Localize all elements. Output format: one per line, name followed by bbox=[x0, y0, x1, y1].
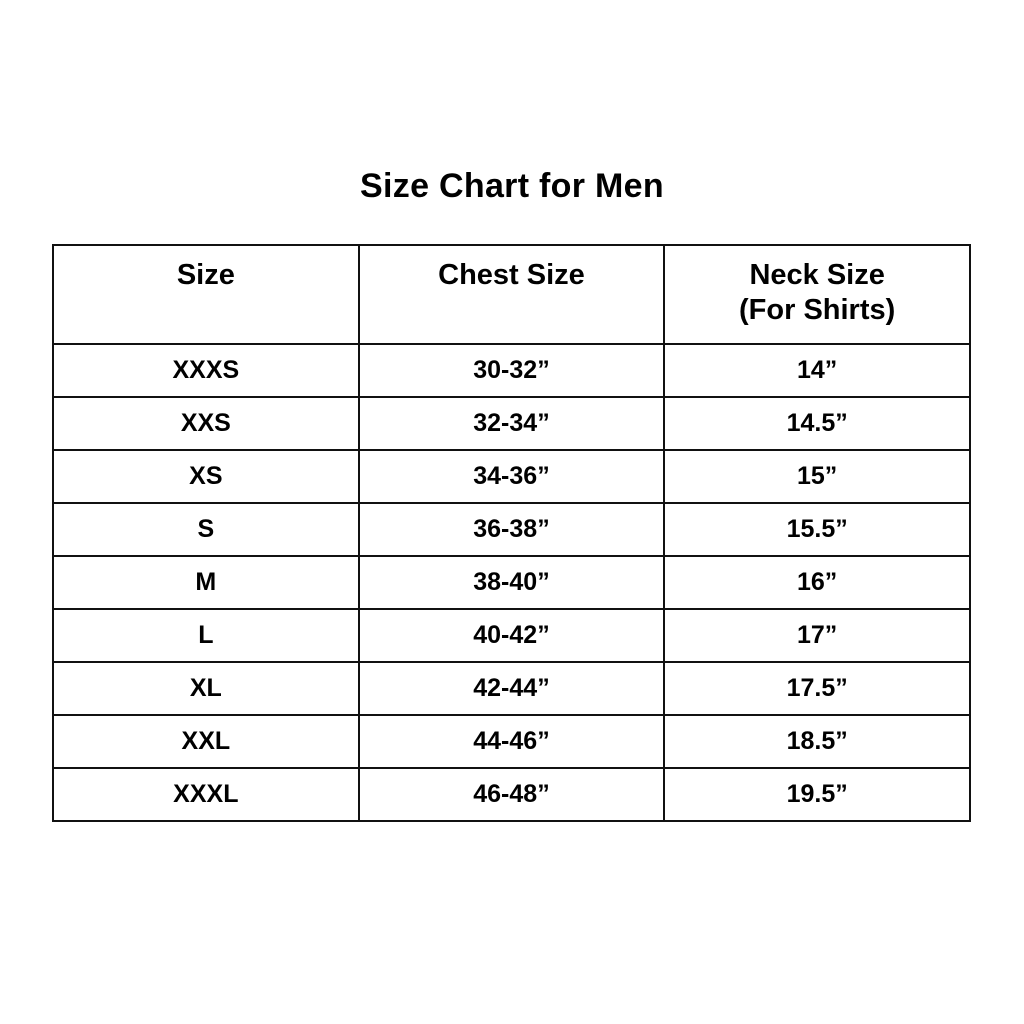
cell-size: XS bbox=[52, 449, 360, 504]
cell-size: S bbox=[52, 502, 360, 557]
col-header-size: Size bbox=[52, 244, 360, 345]
cell-neck-size: 14.5” bbox=[663, 396, 971, 451]
col-header-neck-size-label: Neck Size bbox=[749, 259, 885, 291]
cell-neck-size: 17.5” bbox=[663, 661, 971, 716]
cell-chest-size: 42-44” bbox=[357, 661, 666, 716]
cell-neck-size: 17” bbox=[663, 608, 971, 663]
cell-size: XL bbox=[52, 661, 360, 716]
table-row: XS 34-36” 15” bbox=[52, 449, 971, 504]
cell-chest-size: 36-38” bbox=[357, 502, 666, 557]
table-row: S 36-38” 15.5” bbox=[52, 502, 971, 557]
cell-neck-size: 19.5” bbox=[663, 767, 971, 822]
cell-size: L bbox=[52, 608, 360, 663]
table-row: XXS 32-34” 14.5” bbox=[52, 396, 971, 451]
col-header-neck-size-sublabel: (For Shirts) bbox=[739, 294, 896, 326]
cell-chest-size: 32-34” bbox=[357, 396, 666, 451]
cell-chest-size: 40-42” bbox=[357, 608, 666, 663]
cell-neck-size: 14” bbox=[663, 343, 971, 398]
cell-size: XXXL bbox=[52, 767, 360, 822]
cell-size: XXS bbox=[52, 396, 360, 451]
cell-size: M bbox=[52, 555, 360, 610]
cell-chest-size: 46-48” bbox=[357, 767, 666, 822]
cell-chest-size: 44-46” bbox=[357, 714, 666, 769]
table-row: XXXS 30-32” 14” bbox=[52, 343, 971, 398]
cell-chest-size: 34-36” bbox=[357, 449, 666, 504]
table-row: L 40-42” 17” bbox=[52, 608, 971, 663]
table-row: XXL 44-46” 18.5” bbox=[52, 714, 971, 769]
cell-size: XXL bbox=[52, 714, 360, 769]
table-row: XXXL 46-48” 19.5” bbox=[52, 767, 971, 822]
col-header-chest-size-label: Chest Size bbox=[438, 259, 585, 291]
cell-neck-size: 18.5” bbox=[663, 714, 971, 769]
cell-size: XXXS bbox=[52, 343, 360, 398]
size-chart-table: Size Chest Size Neck Size (For Shirts) X… bbox=[52, 244, 971, 822]
col-header-chest-size: Chest Size bbox=[357, 244, 666, 345]
header-row: Size Chest Size Neck Size (For Shirts) bbox=[52, 244, 971, 345]
col-header-size-label: Size bbox=[176, 259, 235, 291]
col-header-neck-size: Neck Size (For Shirts) bbox=[663, 244, 971, 345]
cell-chest-size: 30-32” bbox=[357, 343, 666, 398]
cell-neck-size: 16” bbox=[663, 555, 971, 610]
page-title: Size Chart for Men bbox=[360, 167, 664, 205]
cell-neck-size: 15” bbox=[663, 449, 971, 504]
table-row: XL 42-44” 17.5” bbox=[52, 661, 971, 716]
table-row: M 38-40” 16” bbox=[52, 555, 971, 610]
cell-chest-size: 38-40” bbox=[357, 555, 666, 610]
cell-neck-size: 15.5” bbox=[663, 502, 971, 557]
